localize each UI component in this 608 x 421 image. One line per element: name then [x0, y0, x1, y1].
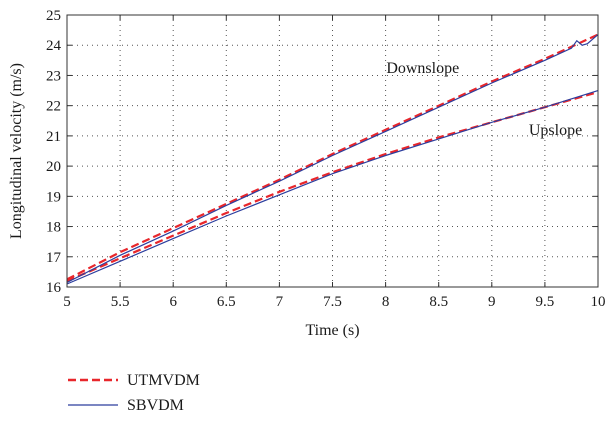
y-tick-label: 24	[46, 38, 62, 54]
y-tick-label: 16	[46, 280, 62, 296]
x-tick-label: 8.5	[429, 294, 448, 310]
y-tick-label: 23	[46, 68, 61, 84]
x-tick-label: 6.5	[217, 294, 236, 310]
x-tick-label: 6	[169, 294, 177, 310]
y-tick-label: 25	[46, 8, 61, 24]
annotation-downslope: Downslope	[386, 60, 459, 77]
y-tick-label: 21	[46, 129, 61, 145]
legend-label-utmvdm: UTMVDM	[127, 372, 200, 389]
series-line-sbvdm-downslope	[66, 34, 599, 284]
x-axis-label: Time (s)	[305, 322, 359, 339]
legend-label-sbvdm: SBVDM	[127, 397, 184, 414]
y-tick-label: 19	[46, 189, 61, 205]
x-tick-label: 7.5	[323, 294, 342, 310]
x-tick-label: 8	[382, 294, 390, 310]
annotation-upslope: Upslope	[529, 122, 582, 139]
series-line-utmvdm-downslope	[66, 33, 599, 281]
series-layer	[66, 33, 599, 285]
legend: UTMVDM SBVDM	[68, 372, 200, 414]
y-tick-label: 20	[46, 159, 61, 175]
y-tick-label: 22	[46, 99, 61, 115]
y-tick-label: 18	[46, 220, 61, 236]
x-tick-label: 5	[63, 294, 71, 310]
x-tick-label: 9.5	[536, 294, 555, 310]
x-tick-label: 9	[488, 294, 496, 310]
annotations: Downslope Upslope	[386, 60, 582, 139]
ticks: 5 5.5 6 6.5 7 7.5 8 8.5 9 9.5 10 16 17 18 19 20 21 22 23 24…	[46, 8, 606, 310]
y-tick-label: 17	[46, 250, 62, 266]
x-tick-label: 5.5	[111, 294, 130, 310]
series-line-sbvdm-upslope	[66, 90, 599, 285]
x-tick-label: 7	[276, 294, 284, 310]
y-axis-label: Longitudinal velocity (m/s)	[8, 63, 25, 239]
x-tick-label: 10	[591, 294, 606, 310]
